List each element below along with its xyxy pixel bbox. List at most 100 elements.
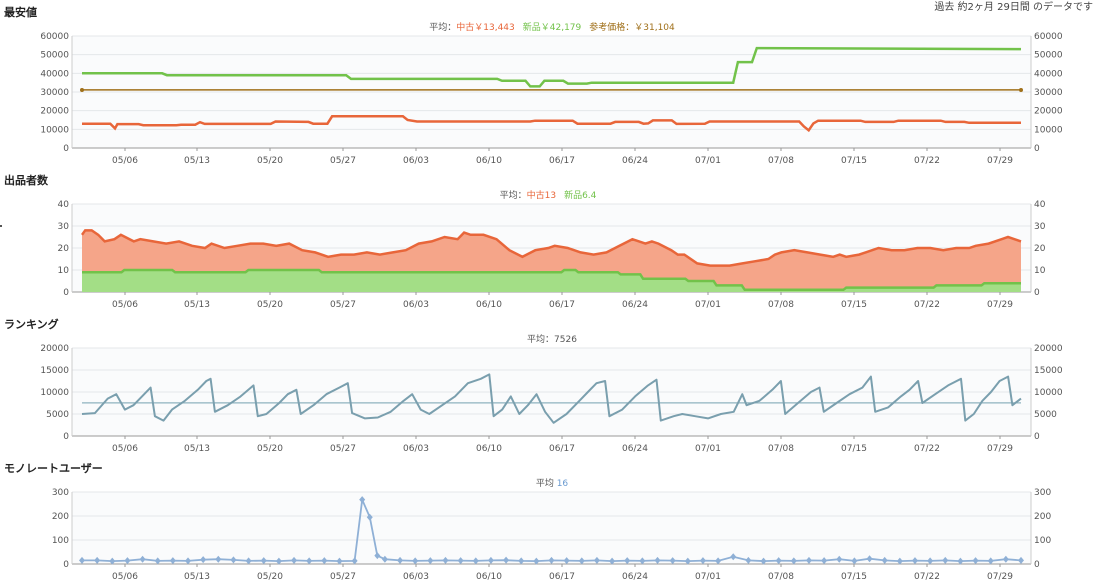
- mono-data-point: [593, 556, 600, 564]
- mono-data-point: [336, 557, 343, 565]
- mono-data-point: [169, 557, 176, 565]
- sellers-new-area: [82, 270, 1021, 292]
- mono-xtick-label: 07/29: [987, 572, 1013, 580]
- mono-data-point: [669, 557, 676, 565]
- mono-data-point: [1002, 555, 1009, 563]
- mono-data-point: [790, 557, 797, 565]
- mono-xtick-label: 05/06: [112, 572, 138, 580]
- mono-data-point: [139, 555, 146, 563]
- mono-data-point: [412, 557, 419, 565]
- price-ytick-left: 20000: [40, 107, 69, 117]
- price-reference-point: [1019, 87, 1023, 92]
- mono-data-point: [291, 556, 298, 564]
- ranking-avg-caption: 平均：7526: [527, 333, 577, 345]
- ranking-series-line: [81, 373, 1022, 424]
- sellers-xtick-label: 07/08: [768, 300, 794, 310]
- price-ytick-right: 10000: [1034, 125, 1063, 135]
- price-series-used-line: [82, 115, 1021, 133]
- mono-data-point: [321, 557, 328, 565]
- price-ytick-left: 50000: [40, 51, 69, 61]
- mono-data-point: [715, 557, 722, 565]
- mono-data-point: [154, 557, 161, 565]
- sellers-xtick-label: 05/20: [257, 300, 283, 310]
- sellers-xtick-label: 07/22: [914, 300, 940, 310]
- mono-data-point: [730, 553, 737, 561]
- ranking-ytick-left: 10000: [40, 388, 69, 398]
- price-ytick-left: 0: [63, 144, 69, 154]
- ranking-ytick-left: 20000: [40, 344, 69, 354]
- mono-data-point: [79, 556, 85, 564]
- price-ytick-right: 0: [1034, 144, 1040, 154]
- price-ytick-left: 60000: [40, 32, 69, 42]
- mono-data-point: [215, 555, 222, 563]
- sellers-ytick-right: 10: [1034, 266, 1046, 276]
- ranking-ytick-right: 20000: [1034, 344, 1063, 354]
- ranking-xtick-label: 07/29: [987, 444, 1013, 454]
- mono-data-point: [503, 556, 510, 564]
- sellers-xtick-label: 07/15: [841, 300, 867, 310]
- sellers-xtick-label: 07/29: [987, 300, 1013, 310]
- ranking-xtick-label: 06/17: [549, 444, 575, 454]
- mono-data-point: [896, 557, 903, 565]
- sellers-ytick-right: 30: [1034, 222, 1046, 232]
- mono-data-point: [578, 557, 585, 565]
- mono-data-point: [366, 513, 373, 521]
- ranking-ytick-right: 10000: [1034, 388, 1063, 398]
- sellers-ytick-right: 0: [1034, 288, 1040, 298]
- mono-avg-caption: 平均 16: [536, 477, 569, 489]
- price-xtick-label: 05/13: [184, 156, 210, 166]
- mono-ytick-right: 300: [1034, 488, 1051, 498]
- ranking-ytick-right: 5000: [1034, 410, 1057, 420]
- price-chart: 平均：中古￥13,443 新品￥42,179 参考価格：￥31,104 0 0 1000…: [40, 21, 1063, 166]
- price-ytick-right: 40000: [1034, 69, 1063, 79]
- price-xtick-label: 05/20: [257, 156, 283, 166]
- mono-data-point: [200, 556, 207, 564]
- sellers-xtick-label: 07/01: [695, 300, 721, 310]
- sellers-section-title: 出品者数: [4, 174, 48, 187]
- sellers-avg-new: 新品6.4: [564, 189, 597, 201]
- period-note: 過去 約2ヶ月 29日間 のデータです: [934, 2, 1093, 13]
- sellers-ytick-left: 0: [63, 288, 69, 298]
- sellers-xtick-label: 05/27: [330, 300, 356, 310]
- mono-data-point: [911, 557, 918, 565]
- mono-xtick-label: 06/17: [549, 572, 575, 580]
- sellers-ytick-right: 20: [1034, 244, 1046, 254]
- price-ytick-right: 20000: [1034, 107, 1063, 117]
- ranking-section-title: ランキング: [4, 318, 59, 331]
- ranking-ytick-right: 15000: [1034, 366, 1063, 376]
- sellers-avg-label: 平均：: [500, 189, 527, 201]
- mono-plot-bg: [72, 492, 1031, 564]
- price-xtick-label: 05/27: [330, 156, 356, 166]
- ranking-xtick-label: 05/27: [330, 444, 356, 454]
- mono-data-point: [230, 556, 237, 564]
- mono-xtick-label: 06/03: [403, 572, 429, 580]
- mono-data-point: [639, 557, 646, 565]
- mono-data-point: [359, 496, 366, 504]
- mono-data-point: [472, 557, 479, 565]
- mono-data-point: [442, 556, 449, 564]
- sellers-avg-caption: 平均：中古13 新品6.4: [500, 189, 597, 201]
- price-avg-ref: 参考価格：￥31,104: [589, 21, 675, 33]
- mono-data-point: [427, 557, 434, 565]
- ranking-xtick-label: 07/08: [768, 444, 794, 454]
- mono-data-point: [518, 557, 525, 565]
- mono-data-point: [972, 557, 979, 565]
- sellers-ytick-left: 30: [58, 222, 70, 232]
- price-ytick-left: 30000: [40, 88, 69, 98]
- ranking-xtick-label: 05/13: [184, 444, 210, 454]
- mono-data-point: [654, 556, 661, 564]
- mono-data-point: [684, 557, 691, 565]
- sellers-xtick-label: 06/24: [622, 300, 648, 310]
- price-ytick-left: 40000: [40, 69, 69, 79]
- sellers-avg-used: 中古13: [527, 189, 556, 201]
- mono-data-point: [805, 556, 812, 564]
- ranking-xtick-label: 06/03: [403, 444, 429, 454]
- price-xtick-label: 06/24: [622, 156, 648, 166]
- mono-data-point: [866, 555, 873, 563]
- ranking-ytick-right: 0: [1034, 432, 1040, 442]
- mono-data-point: [836, 555, 843, 563]
- mono-avg-value: 16: [557, 479, 569, 489]
- mono-xtick-label: 07/08: [768, 572, 794, 580]
- mono-section-title: モノレートユーザー: [4, 462, 103, 475]
- mono-xtick-label: 06/10: [476, 572, 502, 580]
